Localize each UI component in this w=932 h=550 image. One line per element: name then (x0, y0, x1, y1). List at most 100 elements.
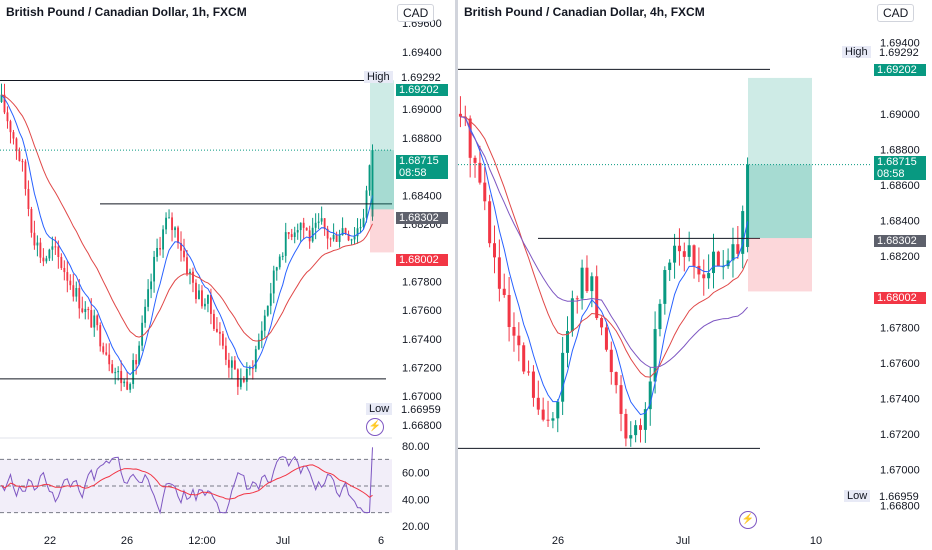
candle-body (580, 267, 584, 299)
candle-body (299, 222, 302, 231)
candle-body (236, 369, 239, 387)
candle-body (634, 425, 638, 436)
candle-body (48, 249, 51, 259)
time-tick-label: Jul (276, 535, 290, 547)
candle-body (162, 229, 164, 250)
low-label: Low (844, 490, 871, 502)
candle-body (507, 294, 511, 328)
candle-body (90, 310, 93, 328)
candle-body (120, 371, 123, 384)
candle-body (257, 339, 260, 350)
realized-profit-zone (748, 164, 812, 239)
profit-zone (748, 77, 812, 239)
candle-body (326, 228, 329, 239)
candle-body (556, 401, 560, 419)
high-value: 1.69292 (401, 72, 441, 84)
candle-body (108, 354, 111, 365)
candle-body (242, 379, 245, 382)
candle-body (356, 228, 359, 237)
price-tick-label: 1.66800 (880, 500, 920, 512)
candle-body (281, 255, 284, 257)
candle-body (527, 371, 531, 373)
candle-body (308, 230, 311, 242)
ema-fast-line (1, 94, 373, 376)
chart-canvas-4h[interactable]: 1.69400 1.69000 1.68800 1.68600 1.68400 1.682… (458, 0, 932, 550)
currency-button[interactable]: CAD (877, 4, 915, 22)
candle-body (305, 227, 308, 231)
candle-body (347, 233, 350, 241)
price-tick-label: 1.67200 (402, 362, 442, 374)
chart-title: British Pound / Canadian Dollar, 1h, FXC… (6, 5, 247, 19)
candle-body (117, 371, 120, 373)
candle-body (643, 409, 647, 430)
high-label: High (364, 71, 393, 83)
candle-body (63, 267, 66, 273)
candle-body (668, 262, 672, 271)
chart-panel-4h[interactable]: 1.69400 1.69000 1.68800 1.68600 1.68400 1.682… (458, 0, 932, 550)
currency-button[interactable]: CAD (397, 4, 435, 22)
candle-body (483, 182, 487, 202)
candle-body (531, 371, 535, 398)
candle-body (746, 164, 750, 247)
candle-body (30, 208, 33, 233)
ema-fast-line (460, 116, 749, 416)
candle-body (159, 248, 161, 250)
pane-divider[interactable] (455, 0, 458, 550)
chart-panel-1h[interactable]: 1.696001.694001.690001.688001.686001.684… (0, 0, 455, 550)
candle-body (33, 232, 36, 246)
candle-body (174, 227, 176, 231)
ema-slow-line (460, 116, 749, 378)
realized-profit-zone (370, 150, 394, 210)
price-tick-label: 1.67000 (402, 391, 442, 403)
candle-body (215, 328, 218, 332)
candle-body (600, 318, 604, 328)
candle-body (177, 227, 179, 244)
candle-body (207, 294, 209, 304)
candle-body (189, 271, 191, 274)
lightning-icon[interactable]: ⚡ (366, 418, 384, 436)
high-label: High (842, 46, 871, 58)
candle-body (371, 150, 374, 217)
candle-body (624, 413, 628, 439)
low-value: 1.66959 (879, 491, 919, 503)
candle-body (536, 397, 540, 410)
candle-body (186, 257, 188, 274)
candle-body (638, 425, 643, 430)
candle-body (707, 273, 711, 279)
candle-body (658, 303, 662, 330)
candle-body (36, 242, 39, 246)
stop-loss-price-tag: 1.68002 (874, 292, 926, 304)
candle-body (75, 288, 78, 297)
price-tick-label: 1.67600 (402, 305, 442, 317)
candle-body (213, 313, 215, 329)
price-tick-label: 1.69400 (880, 38, 920, 50)
candle-body (275, 267, 278, 271)
lightning-icon[interactable]: ⚡ (739, 511, 757, 529)
candle-body (541, 409, 545, 420)
candle-body (135, 360, 138, 365)
candle-body (296, 230, 299, 233)
candle-body (144, 306, 147, 323)
candle-body (230, 360, 233, 368)
candle-body (105, 352, 108, 355)
price-tick-label: 1.69400 (402, 47, 442, 59)
price-tick-label: 1.69000 (880, 109, 920, 121)
time-tick-label: Jul (676, 535, 690, 547)
candle-body (24, 161, 27, 189)
last-price-tag: 1.68715 (396, 155, 448, 167)
profit-zone (370, 80, 394, 210)
time-tick-label: 6 (378, 535, 384, 547)
candle-body (653, 329, 657, 382)
price-tick-label: 1.67800 (880, 322, 920, 334)
candle-body (66, 272, 69, 281)
candle-body (590, 276, 594, 292)
candle-body (353, 236, 356, 240)
candle-body (210, 294, 212, 314)
candle-body (233, 360, 236, 370)
chart-canvas-1h[interactable]: 1.696001.694001.690001.688001.686001.684… (0, 0, 455, 550)
time-tick-label: 22 (44, 535, 56, 547)
rsi-tick-label: 20.00 (402, 521, 430, 533)
candle-body (150, 281, 153, 290)
candle-body (522, 345, 526, 372)
candle-body (260, 330, 263, 340)
